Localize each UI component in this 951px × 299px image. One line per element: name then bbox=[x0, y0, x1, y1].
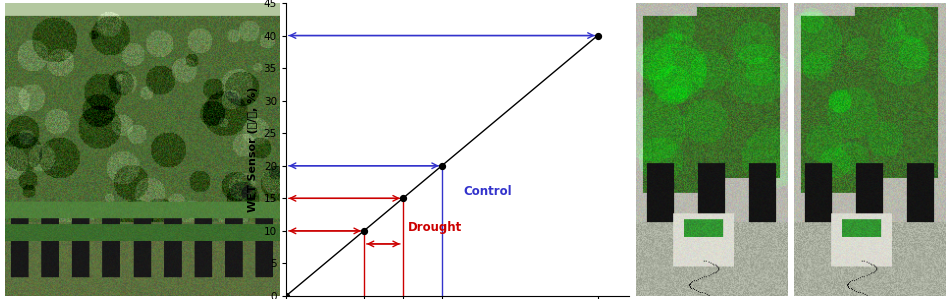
Text: Control: Control bbox=[463, 185, 513, 198]
Y-axis label: WET Sensor (㎝/㎝, %): WET Sensor (㎝/㎝, %) bbox=[248, 87, 258, 212]
Point bbox=[357, 228, 372, 233]
Point bbox=[590, 33, 605, 38]
Text: Drought: Drought bbox=[407, 221, 462, 234]
Point bbox=[279, 294, 294, 298]
Point bbox=[435, 163, 450, 168]
Point bbox=[396, 196, 411, 201]
